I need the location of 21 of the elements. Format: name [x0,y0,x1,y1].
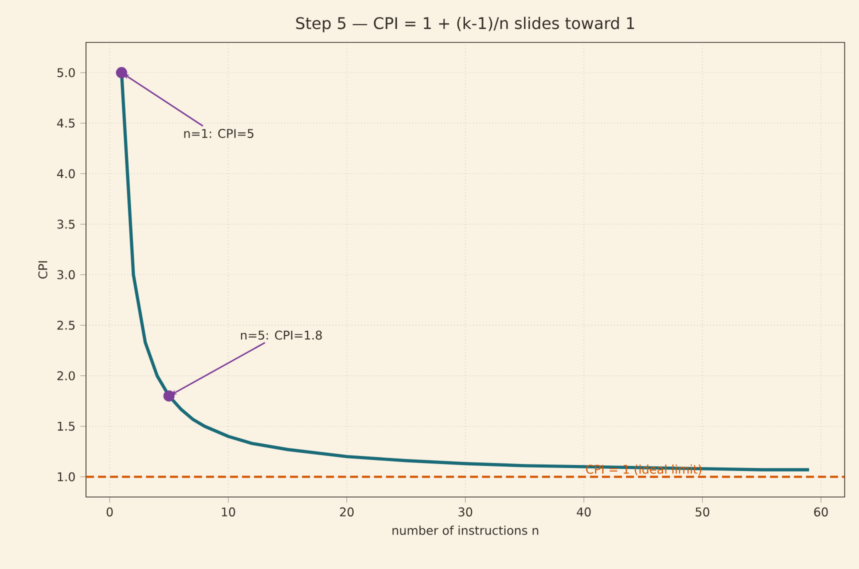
annotation: n=1: CPI=5 [184,128,254,138]
y-tick-label: 3.5 [57,220,75,229]
y-tick-label: 2.5 [57,320,75,330]
x-tick-label: 30 [458,507,472,516]
x-tick-label: 40 [576,507,591,516]
y-tick-label: 1.0 [58,472,75,482]
annotation: n=5: CPI=1.8 [241,330,322,340]
y-tick-label: 4.5 [57,118,75,128]
x-tick-label: 50 [696,507,710,516]
x-tick-label: 20 [340,507,354,516]
x-axis-title: number of instructions n [392,526,538,535]
x-tick-label: 60 [814,507,828,516]
y-tick-label: 5.0 [57,68,75,78]
y-tick-label: 3.0 [57,270,75,280]
x-tick-label: 10 [222,507,236,516]
chart-title: Step 5 — CPI = 1 + (k-1)/n slides toward 1 [296,16,634,32]
y-tick-label: 2.0 [57,371,75,380]
y-tick-label: 1.5 [58,422,75,431]
y-tick-label: 4.0 [57,169,75,178]
x-tick-label: 0 [106,507,113,516]
y-axis-title: CPI [38,261,48,279]
